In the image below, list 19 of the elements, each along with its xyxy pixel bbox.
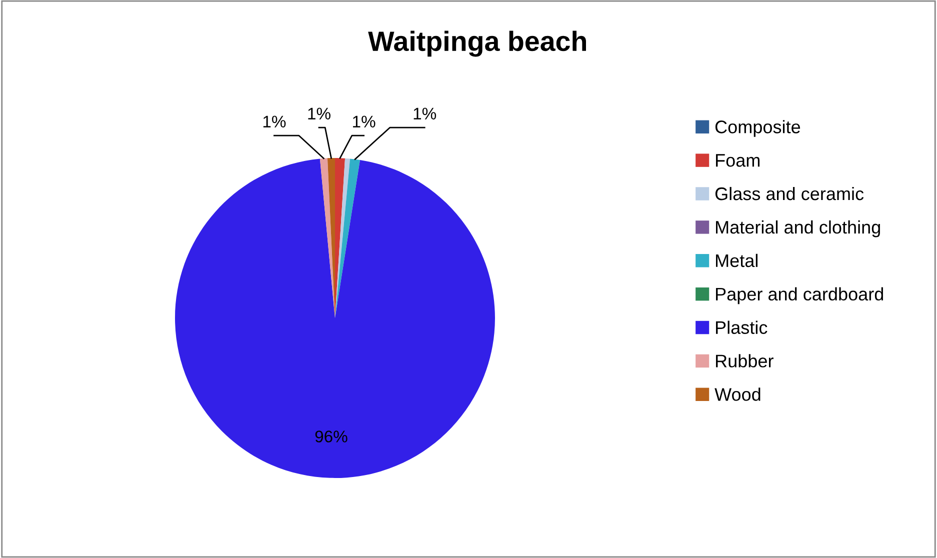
- pie-slice: [320, 158, 335, 318]
- legend-label: Plastic: [716, 320, 768, 334]
- pie-slice: [335, 158, 350, 318]
- data-label: 96%: [315, 430, 348, 442]
- legend-label: Rubber: [716, 354, 774, 368]
- data-label: 1%: [414, 108, 436, 120]
- chart-title: Waitpinga beach: [368, 30, 586, 57]
- legend-label: Wood: [714, 388, 760, 401]
- legend-label: Paper and cardboard: [716, 287, 884, 304]
- data-label: 1%: [308, 108, 330, 120]
- legend-label: Composite: [715, 120, 800, 137]
- legend-label: Foam: [716, 154, 760, 167]
- legend-label: Glass and ceramic: [715, 186, 864, 200]
- data-label: 1%: [353, 116, 376, 128]
- legend-label: Material and clothing: [716, 220, 880, 238]
- pie-slice: [335, 158, 360, 318]
- data-label: 1%: [263, 116, 286, 128]
- pie-slice: [175, 158, 495, 478]
- legend-label: Metal: [716, 254, 758, 268]
